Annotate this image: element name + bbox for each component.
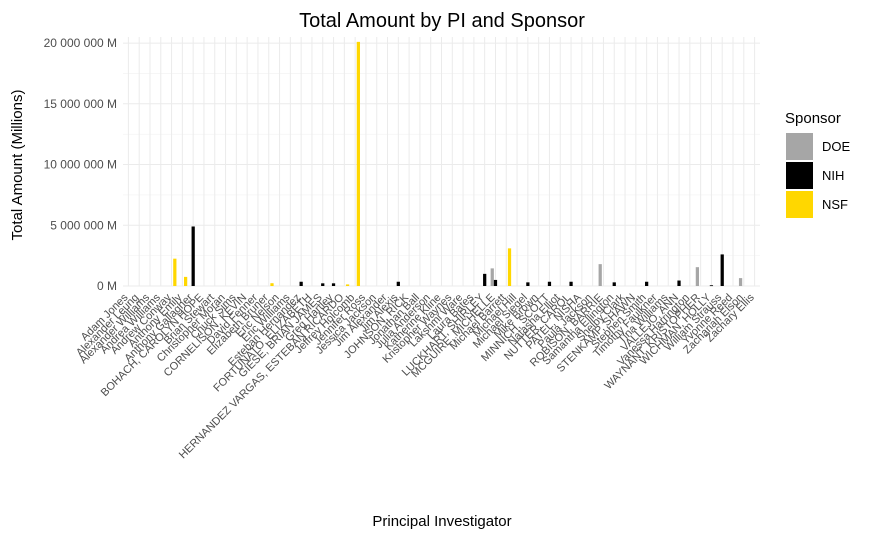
bar-nih [569, 281, 573, 286]
bar-nsf [345, 284, 350, 286]
bar-doe [695, 267, 699, 286]
legend: Sponsor DOE NIH NSF [785, 110, 851, 218]
bar-doe [598, 264, 602, 286]
bar-nih [299, 281, 303, 286]
bar-nih [645, 281, 649, 286]
bar-nih [720, 254, 724, 286]
bars [173, 41, 743, 287]
bar-nih [612, 282, 616, 286]
y-tick-label: 15 000 000 M [44, 97, 117, 111]
legend-swatch-doe [786, 133, 813, 160]
bar-nsf [507, 248, 512, 286]
bar-doe [738, 278, 743, 286]
bar-nsf [173, 258, 177, 286]
legend-label-doe: DOE [822, 139, 851, 154]
y-tick-label: 20 000 000 M [44, 36, 117, 50]
legend-label-nsf: NSF [822, 197, 848, 212]
bar-doe [490, 268, 494, 286]
grid [123, 37, 760, 287]
bar-nih [191, 226, 195, 286]
legend-label-nih: NIH [822, 168, 844, 183]
y-axis-title: Total Amount (Millions) [9, 90, 26, 241]
legend-swatch-nsf [786, 191, 813, 218]
legend-title: Sponsor [785, 110, 841, 127]
y-tick-label: 10 000 000 M [44, 158, 117, 172]
bar-nih [331, 283, 336, 286]
bar-nih [526, 282, 530, 286]
y-axis-ticks: 0 M 5 000 000 M 10 000 000 M 15 000 000 M 20… [44, 36, 117, 293]
x-axis-title: Principal Investigator [372, 513, 511, 530]
bar-nsf [270, 283, 274, 286]
bar-nih [321, 283, 325, 286]
bar-nsf [184, 276, 188, 286]
bar-nih [483, 273, 487, 286]
y-tick-label: 0 M [97, 279, 117, 293]
legend-swatch-nih [786, 162, 813, 189]
bar-nih [547, 281, 552, 286]
bar-nih [709, 285, 714, 287]
y-tick-label: 5 000 000 M [50, 218, 117, 232]
bar-nih [493, 279, 498, 286]
chart-title: Total Amount by PI and Sponsor [299, 10, 585, 32]
bar-nih [396, 281, 400, 286]
bar-nsf [356, 41, 360, 286]
bar-nih [677, 280, 681, 286]
